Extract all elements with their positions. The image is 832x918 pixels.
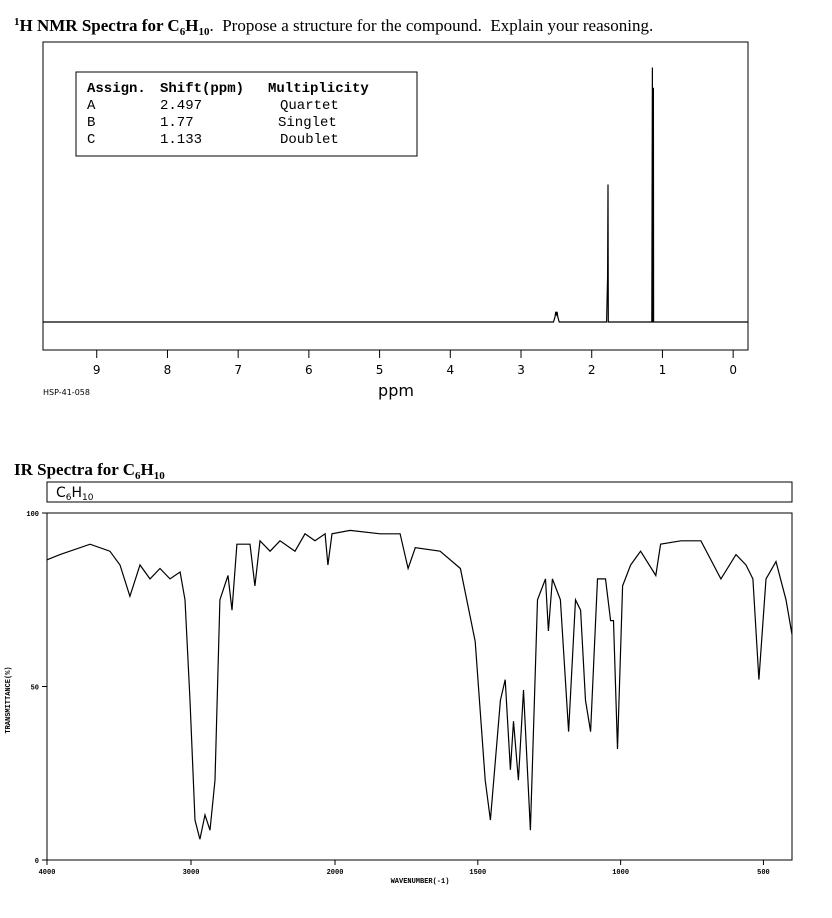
ir-title: IR Spectra for C6H10 — [14, 460, 165, 482]
label-part: C — [56, 485, 66, 501]
ir-label: C6H10 — [56, 485, 94, 503]
x-tick-label: 3 — [517, 363, 525, 377]
x-tick-label: 1 — [659, 363, 667, 377]
title-part: 10 — [198, 26, 210, 38]
y-tick-label: 100 — [26, 511, 39, 519]
x-tick-label: 9 — [93, 363, 101, 377]
table-cell: Quartet — [280, 98, 339, 114]
title-part: Propose a structure for the compound. Ex… — [214, 16, 654, 35]
label-part: 6 — [66, 493, 72, 503]
nmr-x-label: ppm — [378, 381, 414, 400]
nmr-code: HSP-41-058 — [43, 388, 90, 397]
label-part: H — [72, 485, 83, 501]
x-tick-label: 500 — [757, 869, 770, 877]
table-cell: 1.77 — [160, 115, 194, 131]
ir-frame — [46, 512, 793, 861]
ir-x-label: WAVENUMBER(-1) — [391, 878, 450, 886]
label-part: 10 — [82, 493, 94, 503]
title-part: 1 — [14, 16, 20, 28]
ir-label-box — [46, 481, 793, 503]
x-tick-label: 7 — [234, 363, 242, 377]
table-header: Shift(ppm) — [160, 81, 244, 97]
x-tick-label: 5 — [376, 363, 384, 377]
x-tick-label: 0 — [729, 363, 737, 377]
x-tick-label: 1000 — [612, 869, 629, 877]
table-cell: 1.133 — [160, 132, 202, 148]
ir-y-label: TRANSMITTANCE(%) — [5, 666, 13, 733]
title-part: H — [185, 16, 198, 35]
x-tick-label: 4000 — [39, 869, 56, 877]
title-part: IR Spectra for C — [14, 460, 135, 479]
x-tick-label: 8 — [164, 363, 172, 377]
table-cell: 2.497 — [160, 98, 202, 114]
title-part: 10 — [154, 470, 166, 482]
nmr-table: Assign. Shift(ppm) Multiplicity A 2.497 … — [87, 81, 369, 148]
nmr-title: 1H NMR Spectra for C6H10. Propose a stru… — [14, 16, 653, 38]
table-cell: A — [87, 98, 96, 114]
title-part: H NMR Spectra for C — [20, 16, 180, 35]
title-part: 6 — [135, 470, 141, 482]
x-tick-label: 1500 — [469, 869, 486, 877]
spectrum-line — [46, 529, 793, 840]
table-cell: Doublet — [280, 132, 339, 148]
title-part: . — [209, 16, 213, 35]
y-tick-label: 0 — [35, 858, 39, 866]
table-cell: B — [87, 115, 95, 131]
table-header: Assign. — [87, 81, 146, 97]
x-tick-label: 2 — [588, 363, 596, 377]
x-tick-label: 2000 — [327, 869, 344, 877]
x-tick-label: 4 — [446, 363, 454, 377]
y-tick-label: 50 — [31, 685, 39, 693]
title-part: 6 — [180, 26, 186, 38]
table-cell: Singlet — [278, 115, 337, 131]
table-cell: C — [87, 132, 95, 148]
table-header: Multiplicity — [268, 81, 369, 97]
nmr-frame — [42, 41, 749, 351]
x-tick-label: 3000 — [183, 869, 200, 877]
title-part: H — [141, 460, 154, 479]
spectrum-line — [43, 67, 748, 323]
x-tick-label: 6 — [305, 363, 313, 377]
nmr-table-box — [75, 71, 418, 157]
